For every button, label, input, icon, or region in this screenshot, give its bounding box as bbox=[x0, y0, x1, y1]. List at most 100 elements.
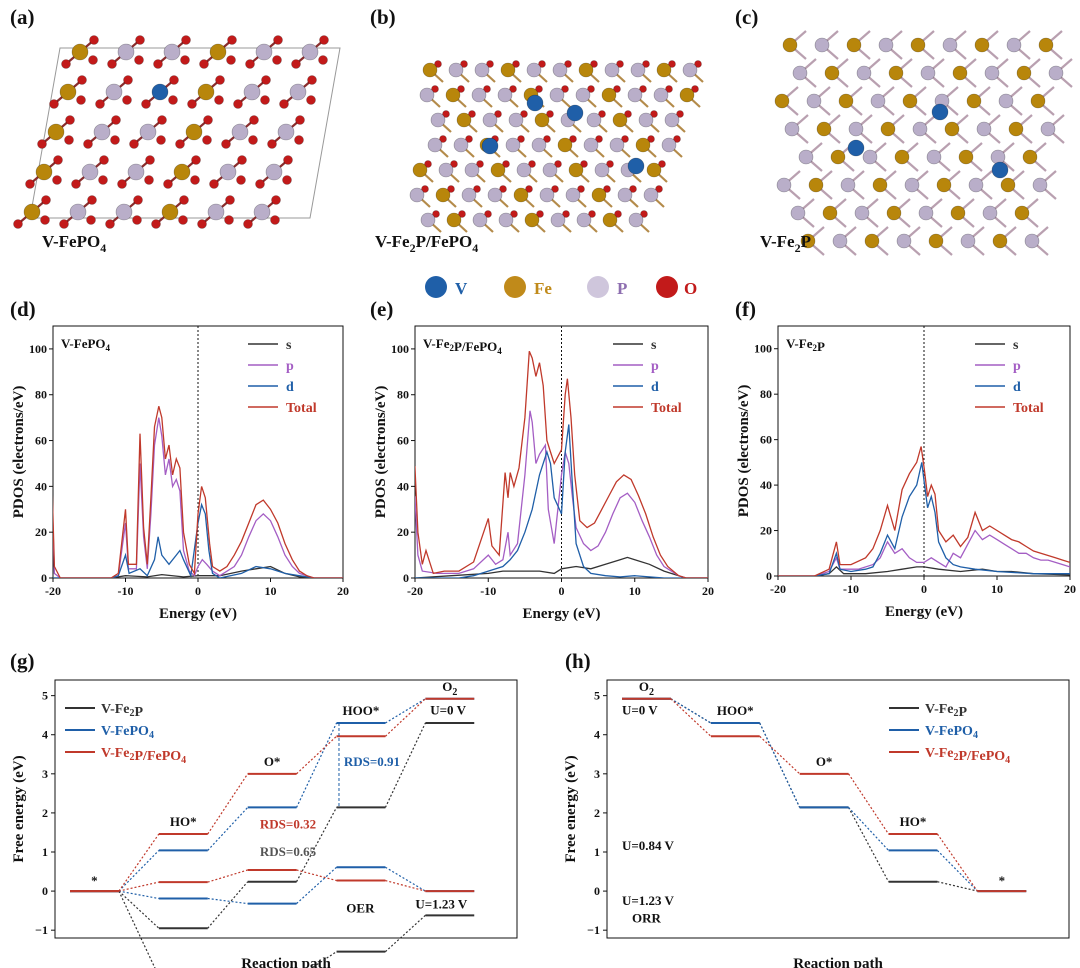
atom-o bbox=[554, 160, 562, 168]
atom-p bbox=[840, 177, 856, 193]
structure-a bbox=[13, 35, 341, 229]
atom-p bbox=[594, 162, 610, 178]
atom-fe bbox=[782, 37, 798, 53]
atom-fe bbox=[185, 123, 203, 141]
atom-o bbox=[307, 75, 317, 85]
structure-b bbox=[409, 60, 704, 233]
step-label: O2 bbox=[639, 679, 654, 698]
atom-fe bbox=[591, 187, 607, 203]
y-tick-label: 4 bbox=[42, 728, 48, 742]
legend-label: p bbox=[651, 359, 659, 374]
y-tick-label: −1 bbox=[35, 923, 48, 937]
x-tick-label: 0 bbox=[921, 582, 927, 596]
step-label: * bbox=[91, 873, 98, 888]
atom-p bbox=[93, 123, 111, 141]
reaction-label: ORR bbox=[632, 910, 662, 925]
atom-fe bbox=[161, 203, 179, 221]
atom-o bbox=[37, 139, 47, 149]
atom-fe bbox=[646, 162, 662, 178]
atom-v bbox=[931, 103, 949, 121]
atom-p bbox=[576, 212, 592, 228]
connector bbox=[848, 807, 890, 882]
atom-o bbox=[520, 110, 528, 118]
atom-p bbox=[69, 203, 87, 221]
connector-u bbox=[207, 869, 248, 883]
step-label: O* bbox=[816, 754, 833, 769]
atom-o bbox=[225, 195, 235, 205]
atom-o bbox=[439, 135, 447, 143]
atom-o bbox=[95, 99, 105, 109]
atom-o bbox=[203, 115, 213, 125]
structure-caption-a: V-FePO4 bbox=[42, 232, 106, 255]
atom-p bbox=[539, 187, 555, 203]
x-tick-label: -20 bbox=[770, 582, 786, 596]
atom-p bbox=[542, 162, 558, 178]
atom-fe bbox=[888, 65, 904, 81]
atom-p bbox=[105, 83, 123, 101]
y-axis-label: Free energy (eV) bbox=[563, 755, 579, 862]
atom-fe bbox=[894, 149, 910, 165]
atom-o bbox=[105, 219, 115, 229]
atom-o bbox=[129, 139, 139, 149]
atom-p bbox=[638, 112, 654, 128]
atom-o bbox=[282, 175, 292, 185]
atom-o bbox=[190, 175, 200, 185]
atom-o bbox=[432, 210, 440, 218]
atom-o bbox=[569, 135, 577, 143]
legend-label: V-FePO4 bbox=[101, 724, 154, 741]
atom-o bbox=[233, 99, 243, 109]
atom-o bbox=[77, 75, 87, 85]
atom-o bbox=[267, 139, 277, 149]
legend-label: d bbox=[651, 380, 659, 395]
atom-o bbox=[169, 75, 179, 85]
y-tick-label: 0 bbox=[594, 884, 600, 898]
connector bbox=[384, 722, 426, 808]
atom-fe bbox=[578, 62, 594, 78]
atom-p bbox=[471, 87, 487, 103]
atom-o bbox=[551, 185, 559, 193]
step-label: HO* bbox=[170, 814, 197, 829]
pdos-chart-f: -20 -10 0 10 20 0 20 40 60 80 100 Energy (eV) PDOS (… bbox=[736, 325, 1076, 620]
atom-p bbox=[301, 43, 319, 61]
connector bbox=[296, 735, 337, 775]
atom-o bbox=[450, 160, 458, 168]
x-axis-label: Energy (eV) bbox=[885, 604, 963, 620]
connector bbox=[759, 722, 801, 808]
atom-fe bbox=[23, 203, 41, 221]
atom-o bbox=[639, 85, 647, 93]
legend-fe: Fe bbox=[534, 279, 552, 298]
atom-o bbox=[447, 185, 455, 193]
y-tick-label: 5 bbox=[42, 689, 48, 703]
atom-o bbox=[243, 219, 253, 229]
atom-o bbox=[41, 195, 51, 205]
atom-o bbox=[621, 135, 629, 143]
atom-p bbox=[265, 163, 283, 181]
atom-p bbox=[505, 137, 521, 153]
atom-fe bbox=[456, 112, 472, 128]
atom-o bbox=[655, 185, 663, 193]
atom-o bbox=[509, 85, 517, 93]
atom-fe bbox=[612, 112, 628, 128]
rds-blue-label: RDS=0.91 bbox=[344, 754, 400, 769]
structure-caption-b: V-Fe2P/FePO4 bbox=[375, 232, 478, 255]
atom-p bbox=[430, 112, 446, 128]
atom-fe bbox=[71, 43, 89, 61]
panel-label-d: (d) bbox=[10, 297, 36, 321]
legend-label: p bbox=[286, 359, 294, 374]
legend-p: P bbox=[617, 279, 627, 298]
connector bbox=[207, 881, 249, 929]
atom-o bbox=[122, 95, 132, 105]
atom-fe bbox=[534, 112, 550, 128]
atom-o bbox=[694, 60, 702, 68]
connector-u bbox=[118, 890, 156, 968]
atom-fe bbox=[59, 83, 77, 101]
atom-p bbox=[856, 65, 872, 81]
atom-o bbox=[502, 160, 510, 168]
atom-o bbox=[561, 85, 569, 93]
atom-o bbox=[221, 139, 231, 149]
atom-o bbox=[226, 55, 236, 65]
legend-label: d bbox=[286, 380, 294, 395]
connector bbox=[848, 773, 890, 835]
y-tick-label: 1 bbox=[594, 845, 600, 859]
series-line-p bbox=[415, 410, 708, 578]
